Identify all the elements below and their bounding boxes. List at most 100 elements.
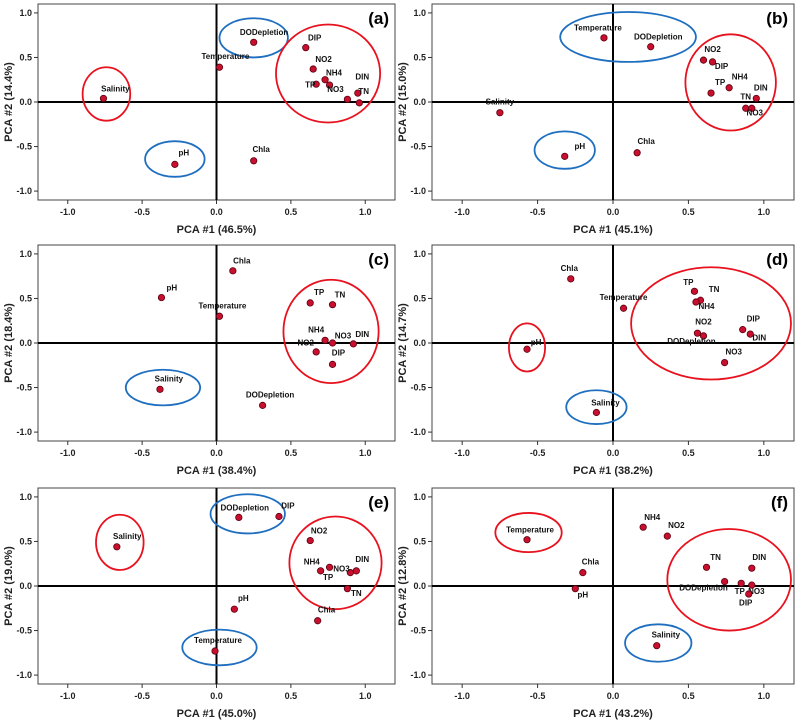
blue-group-ellipse [209, 493, 286, 535]
data-point-tp [306, 299, 314, 307]
y-tick-label: 0.0 [19, 338, 32, 348]
x-tick-label: 0.0 [210, 207, 223, 217]
data-point-no2 [699, 56, 708, 64]
data-point-no3 [748, 104, 756, 112]
blue-group-ellipse [218, 17, 289, 59]
data-point-no2 [693, 329, 702, 337]
point-label: Salinity [486, 98, 515, 107]
point-label: Salinity [155, 374, 184, 383]
y-tick-label: 0.0 [413, 97, 426, 107]
data-point-temperature [619, 304, 628, 312]
data-point-din [752, 94, 760, 103]
data-point-dodepletion [647, 43, 655, 51]
y-tick-label: -1.0 [16, 427, 32, 437]
blue-group-ellipse [624, 623, 693, 663]
x-axis-label: PCA #1 (38.2%) [573, 465, 653, 477]
y-axis-label: PCA #2 (12.8%) [397, 546, 409, 626]
y-tick-label: 1.0 [19, 492, 32, 502]
blue-group-ellipse [565, 389, 628, 425]
y-tick-label: 0.5 [19, 293, 32, 303]
panel-c: -1.0 -0.5 0.0 0.5 1.0 -1.0 -0.5 0.0 0.5 1.0 pH Sali… [3, 244, 396, 477]
point-label: DIP [739, 599, 753, 608]
point-label: pH [574, 142, 585, 151]
data-point-no3 [325, 81, 334, 89]
data-point-temperature [211, 647, 219, 655]
y-tick-label: 0.0 [19, 581, 32, 591]
point-label: DODepletion [667, 337, 716, 346]
data-point-ph [523, 345, 531, 353]
x-tick-label: 0.5 [682, 207, 695, 217]
x-tick-label: -1.0 [454, 207, 470, 217]
y-tick-label: 0.0 [413, 581, 426, 591]
x-tick-label: 0.0 [607, 448, 620, 458]
data-point-ph [171, 160, 179, 168]
data-point-no2 [312, 348, 320, 356]
y-tick-label: 1.0 [19, 8, 32, 18]
point-label: TP [735, 587, 746, 596]
data-point-din [349, 340, 357, 348]
x-tick-label: -0.5 [134, 207, 150, 217]
x-axis-label: PCA #1 (46.5%) [177, 224, 257, 236]
x-axis-label: PCA #1 (43.2%) [573, 708, 653, 720]
point-label: TN [740, 92, 751, 101]
data-point-tn [343, 95, 351, 103]
point-label: Chla [252, 145, 270, 154]
data-point-tp [690, 287, 699, 295]
point-label: Chla [318, 606, 336, 615]
data-point-nh4 [317, 567, 325, 575]
x-tick-label: 0.5 [285, 448, 298, 458]
data-point-salinity [99, 94, 108, 103]
data-point-tp [737, 579, 745, 587]
data-point-tp [312, 80, 320, 88]
point-label: Temperature [600, 293, 648, 302]
y-tick-label: -0.5 [16, 626, 32, 636]
y-tick-label: 0.0 [19, 97, 32, 107]
data-point-no3 [721, 358, 729, 367]
point-label: DIP [281, 501, 295, 510]
y-tick-label: -1.0 [410, 427, 426, 437]
panel-label: (a) [368, 9, 389, 28]
data-point-dip [302, 44, 310, 52]
point-label: Temperature [194, 636, 242, 645]
point-label: DIP [332, 348, 346, 357]
x-tick-label: 0.5 [682, 448, 695, 458]
point-label: NH4 [326, 68, 343, 77]
y-tick-label: 0.5 [413, 52, 426, 62]
x-axis-label: PCA #1 (45.1%) [573, 224, 653, 236]
data-point-nh4 [639, 523, 647, 531]
data-point-nh4 [321, 336, 329, 344]
data-point-chla [567, 275, 575, 283]
point-label: NO3 [725, 348, 742, 357]
data-point-tn [702, 563, 711, 571]
panel-label: (f) [771, 493, 788, 512]
red-group-ellipse [275, 23, 382, 124]
data-point-dodepletion [250, 38, 258, 46]
data-point-temperature [215, 63, 224, 71]
point-label: NO3 [327, 85, 344, 94]
point-label: TP [715, 78, 726, 87]
x-tick-label: -0.5 [134, 691, 150, 701]
y-tick-label: -1.0 [16, 186, 32, 196]
y-tick-label: 0.5 [413, 536, 426, 546]
y-tick-label: 1.0 [19, 249, 32, 259]
point-label: Salinity [101, 84, 130, 93]
data-point-din [746, 330, 754, 338]
point-label: DODepletion [240, 28, 289, 37]
point-label: DODepletion [221, 503, 270, 512]
panel-label: (d) [766, 250, 788, 269]
data-point-salinity [653, 642, 661, 650]
x-tick-label: 1.0 [359, 207, 372, 217]
blue-group-ellipse [533, 130, 596, 170]
point-label: NH4 [732, 73, 749, 82]
data-point-salinity [156, 385, 164, 393]
y-tick-label: -0.5 [410, 626, 426, 636]
point-label: DIN [752, 333, 766, 342]
x-tick-label: 1.0 [359, 448, 372, 458]
x-axis-label: PCA #1 (45.0%) [177, 708, 257, 720]
point-label: pH [531, 338, 542, 347]
data-point-din [748, 564, 756, 572]
point-label: TP [323, 573, 334, 582]
y-tick-label: -0.5 [410, 142, 426, 152]
data-point-chla [579, 569, 587, 577]
